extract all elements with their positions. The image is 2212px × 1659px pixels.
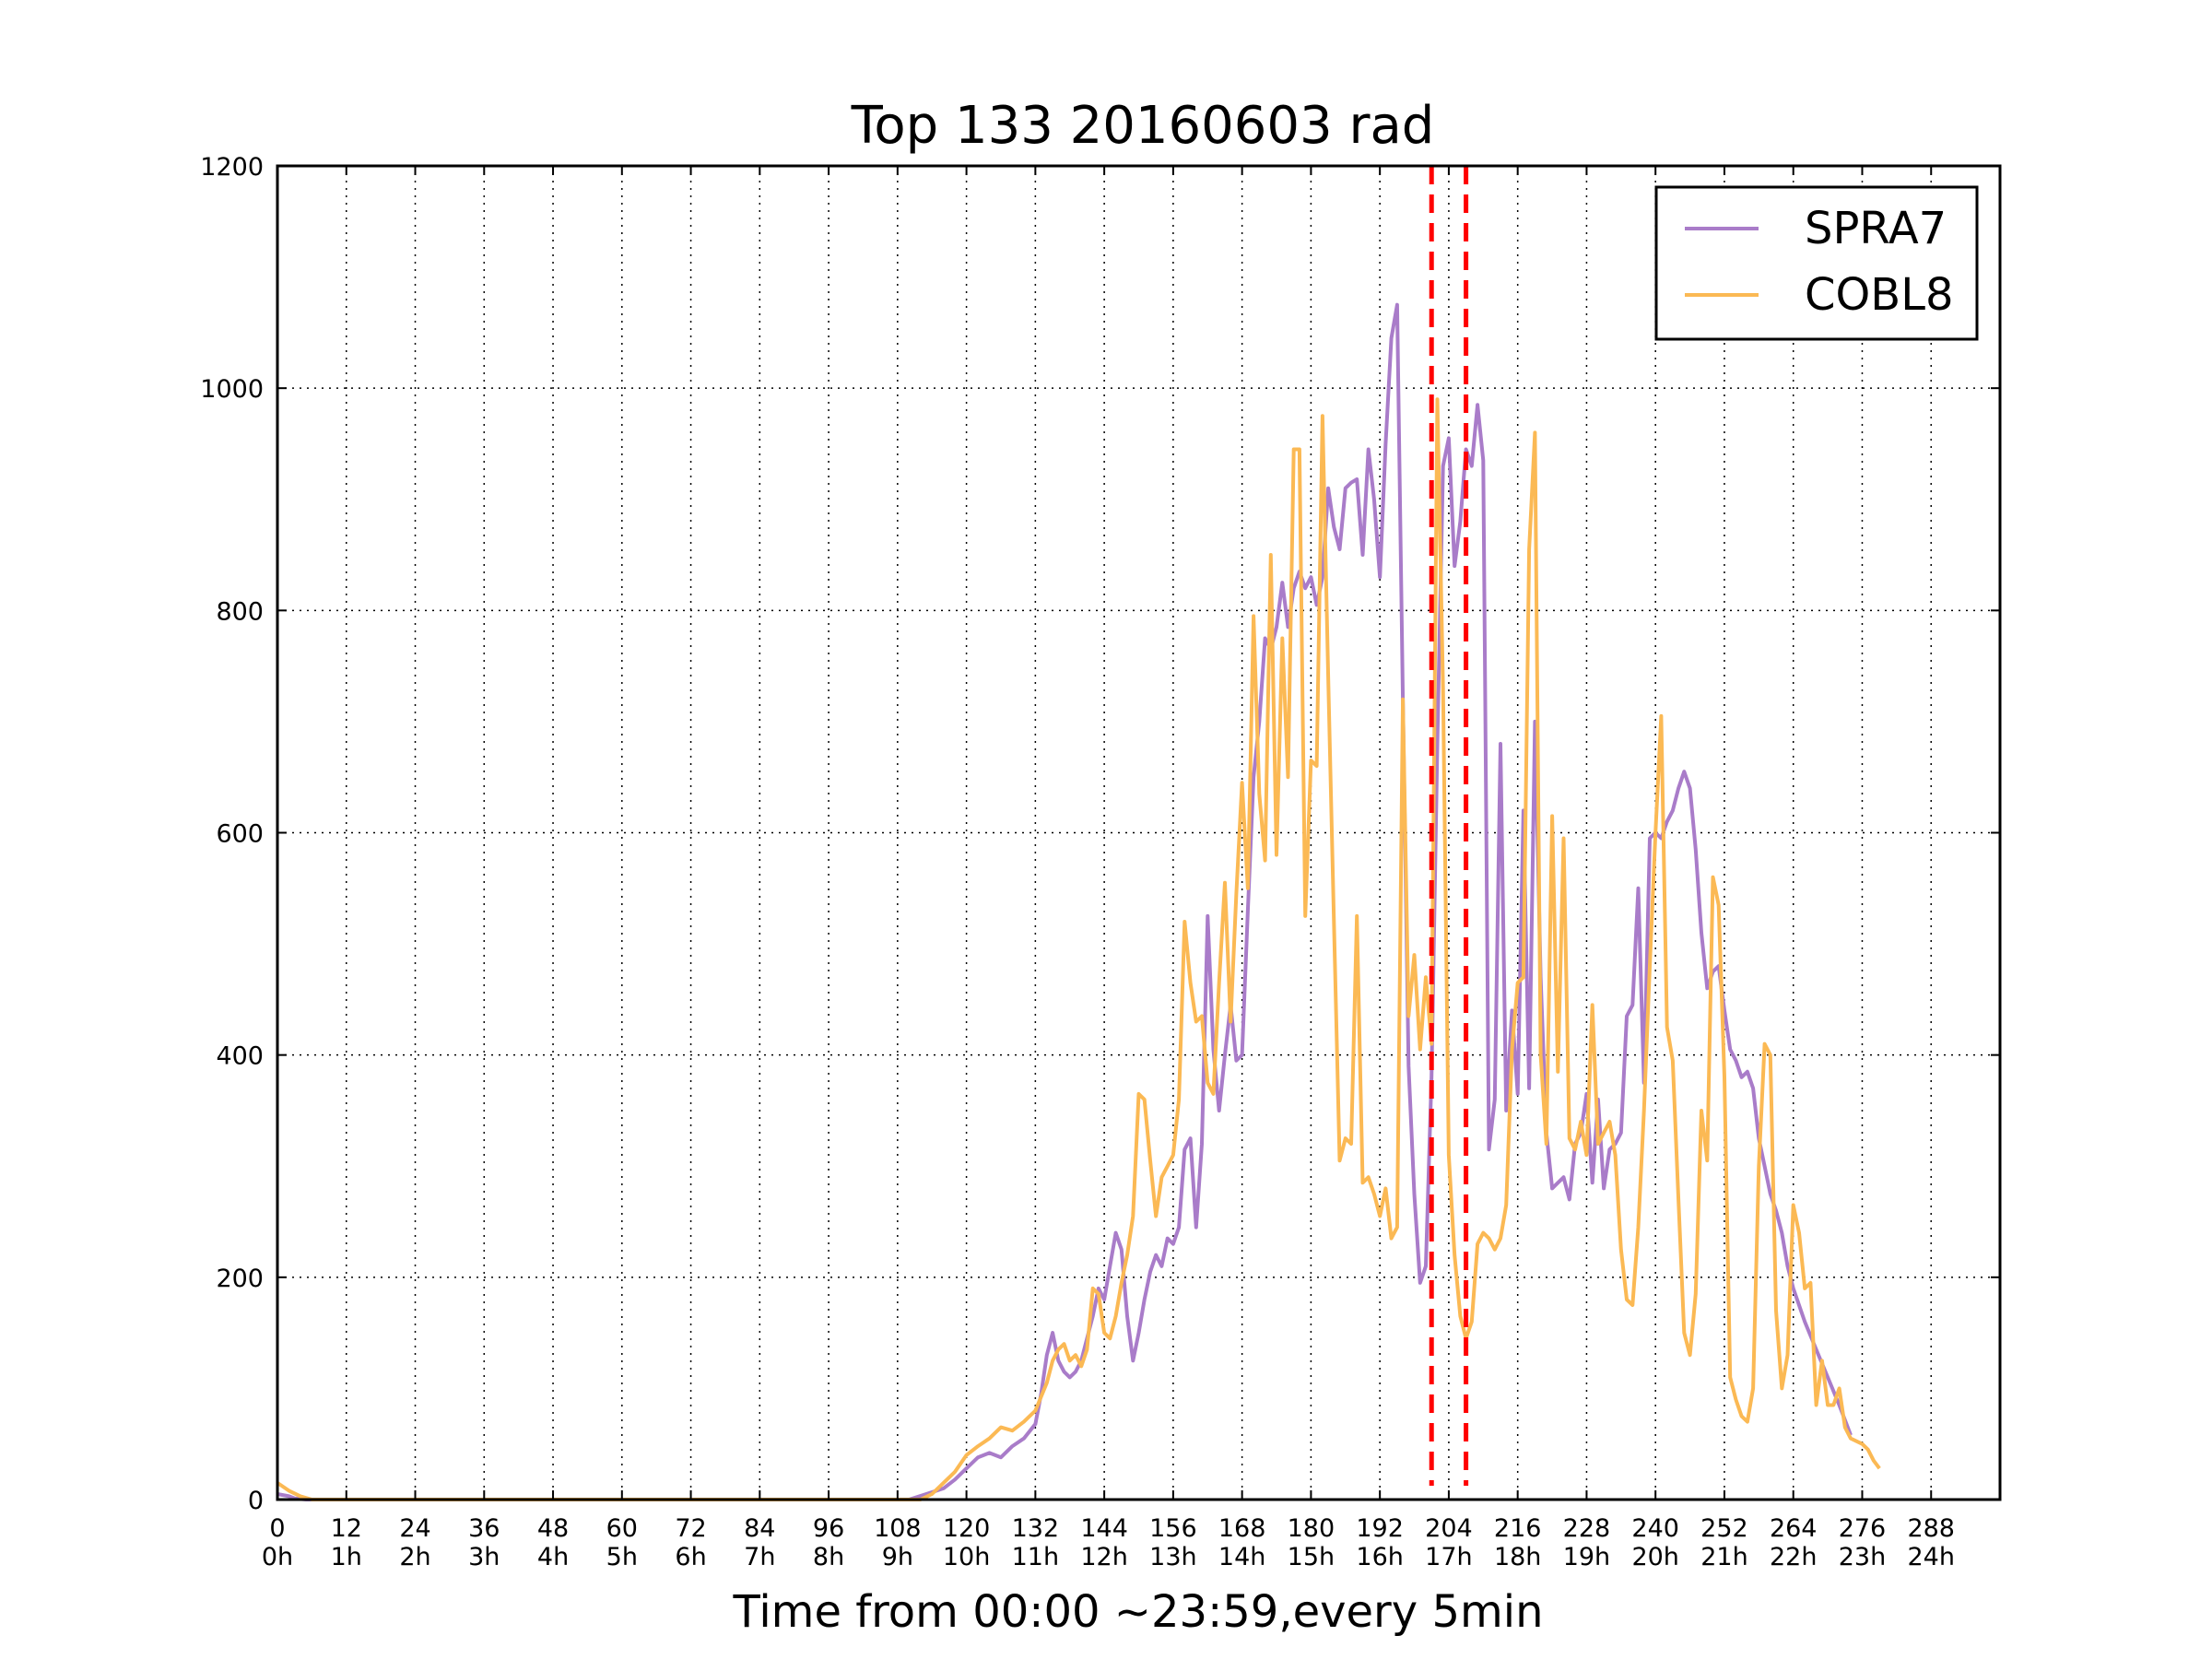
x-tick-label: 144 <box>1080 1514 1128 1543</box>
chart-title: Top 133 20160603 rad <box>851 96 1435 156</box>
y-tick-label: 600 <box>216 820 264 849</box>
x-tick-sublabel: 3h <box>468 1543 500 1571</box>
x-tick-label: 36 <box>468 1514 500 1543</box>
x-tick-label: 12 <box>331 1514 362 1543</box>
x-tick-sublabel: 17h <box>1425 1543 1472 1571</box>
x-tick-label: 60 <box>606 1514 638 1543</box>
x-tick-label: 264 <box>1770 1514 1818 1543</box>
axis-ticks: 00h121h242h363h484h605h726h847h968h1089h… <box>200 153 2000 1571</box>
y-tick-label: 0 <box>248 1487 264 1515</box>
x-tick-sublabel: 23h <box>1839 1543 1886 1571</box>
x-tick-sublabel: 18h <box>1494 1543 1541 1571</box>
x-tick-sublabel: 1h <box>331 1543 362 1571</box>
x-tick-sublabel: 20h <box>1631 1543 1678 1571</box>
marker-vlines <box>1429 166 1469 1486</box>
y-tick-label: 400 <box>216 1042 264 1071</box>
y-tick-label: 800 <box>216 597 264 626</box>
series-line-cobl8 <box>276 397 1881 1501</box>
x-axis-label: Time from 00:00 ~23:59,every 5min <box>733 1586 1544 1638</box>
x-tick-label: 252 <box>1700 1514 1748 1543</box>
x-tick-sublabel: 2h <box>399 1543 430 1571</box>
grid-lines <box>277 166 2000 1500</box>
series-lines <box>276 302 1881 1501</box>
x-tick-label: 0 <box>269 1514 285 1543</box>
x-tick-label: 84 <box>744 1514 775 1543</box>
legend: SPRA7 COBL8 <box>1654 185 1979 341</box>
x-tick-label: 192 <box>1356 1514 1404 1543</box>
y-tick-label: 1200 <box>200 153 264 182</box>
x-tick-sublabel: 6h <box>675 1543 706 1571</box>
x-tick-label: 48 <box>537 1514 569 1543</box>
x-tick-label: 108 <box>874 1514 922 1543</box>
x-tick-label: 96 <box>813 1514 844 1543</box>
x-tick-sublabel: 24h <box>1908 1543 1955 1571</box>
x-tick-label: 204 <box>1425 1514 1473 1543</box>
x-tick-sublabel: 7h <box>744 1543 775 1571</box>
x-tick-label: 132 <box>1012 1514 1060 1543</box>
x-tick-label: 276 <box>1839 1514 1887 1543</box>
x-tick-sublabel: 15h <box>1288 1543 1335 1571</box>
x-tick-sublabel: 4h <box>537 1543 569 1571</box>
x-tick-sublabel: 9h <box>882 1543 913 1571</box>
y-tick-label: 200 <box>216 1265 264 1293</box>
legend-label-cobl8: COBL8 <box>1805 269 1954 321</box>
x-tick-sublabel: 16h <box>1356 1543 1403 1571</box>
x-tick-label: 168 <box>1218 1514 1266 1543</box>
x-tick-sublabel: 11h <box>1012 1543 1059 1571</box>
legend-box <box>1654 185 1979 341</box>
x-tick-sublabel: 13h <box>1149 1543 1196 1571</box>
x-tick-sublabel: 21h <box>1700 1543 1747 1571</box>
x-tick-label: 216 <box>1494 1514 1542 1543</box>
y-tick-label: 1000 <box>200 375 264 404</box>
x-tick-label: 24 <box>399 1514 430 1543</box>
x-tick-label: 240 <box>1631 1514 1679 1543</box>
x-tick-sublabel: 22h <box>1770 1543 1817 1571</box>
x-tick-label: 288 <box>1907 1514 1955 1543</box>
x-tick-sublabel: 8h <box>813 1543 844 1571</box>
legend-label-spra7: SPRA7 <box>1805 203 1947 254</box>
x-tick-sublabel: 14h <box>1218 1543 1265 1571</box>
series-line-spra7 <box>276 302 1853 1501</box>
x-tick-label: 156 <box>1149 1514 1197 1543</box>
x-tick-sublabel: 0h <box>262 1543 293 1571</box>
x-tick-sublabel: 5h <box>606 1543 638 1571</box>
x-tick-label: 120 <box>943 1514 991 1543</box>
x-tick-label: 180 <box>1288 1514 1335 1543</box>
x-tick-label: 72 <box>675 1514 706 1543</box>
x-tick-sublabel: 10h <box>943 1543 990 1571</box>
x-tick-sublabel: 12h <box>1080 1543 1127 1571</box>
x-tick-label: 228 <box>1563 1514 1611 1543</box>
x-tick-sublabel: 19h <box>1563 1543 1610 1571</box>
